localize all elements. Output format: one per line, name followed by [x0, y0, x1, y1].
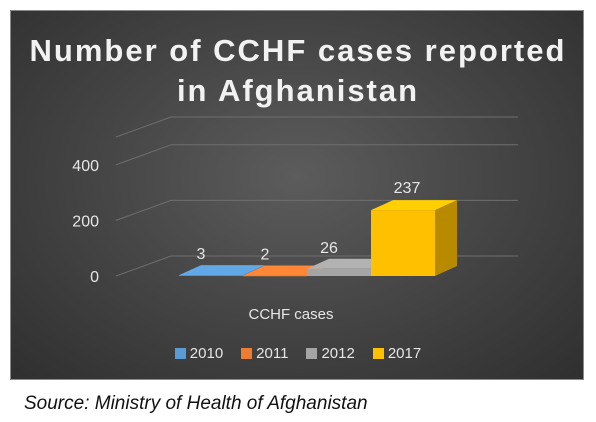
- data-label-2011: 2: [261, 246, 270, 263]
- x-category-label: CCHF cases: [248, 306, 333, 323]
- gridline-diagonal: [115, 144, 172, 166]
- chart-panel: Number of CCHF cases reported in Afghani…: [10, 10, 584, 380]
- gridline-diagonal: [115, 199, 172, 221]
- legend-label: 2017: [387, 345, 422, 362]
- chart-title: Number of CCHF cases reported in Afghani…: [29, 33, 567, 108]
- legend-item-2010: 2010: [174, 345, 224, 362]
- bar-front: [307, 268, 371, 276]
- bar-top: [371, 200, 457, 211]
- chart-plot: 0 200 400 CCHF cases 3 2 26 237: [72, 116, 518, 323]
- legend-item-2017: 2017: [372, 345, 422, 362]
- bar-front: [243, 275, 307, 277]
- y-tick-label: 0: [90, 269, 99, 286]
- data-label-2017: 237: [394, 180, 421, 197]
- gridline-diagonal: [115, 116, 172, 138]
- data-label-2012: 26: [320, 240, 338, 257]
- legend-swatch: [174, 348, 186, 359]
- bar-top: [179, 265, 265, 276]
- bar-side: [435, 200, 457, 276]
- legend-item-2012: 2012: [306, 345, 355, 362]
- y-tick-label: 400: [72, 158, 99, 175]
- bar-front: [179, 275, 243, 276]
- legend-swatch: [306, 348, 318, 359]
- source-note: Source: Ministry of Health of Afghanista…: [24, 393, 368, 414]
- legend-label: 2010: [189, 345, 224, 362]
- bar-front: [371, 210, 435, 276]
- gridline-diagonal: [115, 255, 172, 277]
- data-label-2010: 3: [197, 246, 206, 263]
- bar-2017: [371, 200, 457, 276]
- legend-swatch: [241, 348, 253, 359]
- legend-label: 2011: [256, 345, 289, 362]
- legend: 2010 2011 2012 2017: [11, 345, 583, 362]
- legend-label: 2012: [321, 345, 355, 362]
- legend-swatch: [372, 348, 384, 359]
- y-tick-label: 200: [72, 213, 99, 230]
- legend-item-2011: 2011: [241, 345, 288, 362]
